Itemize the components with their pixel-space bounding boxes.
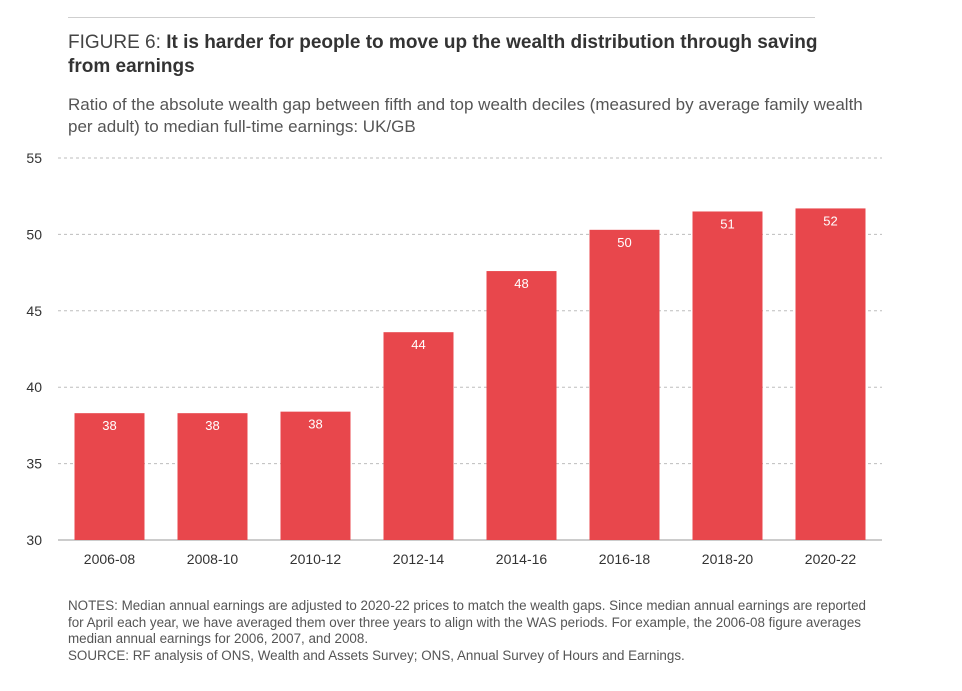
figure-headline: It is harder for people to move up the w… <box>68 32 818 77</box>
y-tick-label: 40 <box>26 379 42 395</box>
data-label: 48 <box>514 276 528 291</box>
figure-title: FIGURE 6: It is harder for people to mov… <box>68 31 838 79</box>
top-rule <box>68 17 815 18</box>
data-label: 51 <box>720 216 734 231</box>
data-label: 44 <box>411 337 425 352</box>
x-tick-label: 2016-18 <box>599 551 651 567</box>
data-label: 38 <box>102 418 116 433</box>
notes-block: NOTES: Median annual earnings are adjust… <box>68 598 868 664</box>
x-tick-label: 2010-12 <box>290 551 342 567</box>
bar-chart: 30 35 40 45 50 55 38 2006-08 38 2008-10 38 2010-12 4… <box>26 150 882 567</box>
bar-2014-16 <box>486 271 557 540</box>
bar-2020-22 <box>795 208 866 540</box>
y-tick-label: 55 <box>26 150 42 166</box>
bar-2012-14 <box>383 332 454 540</box>
x-tick-label: 2012-14 <box>393 551 445 567</box>
bar-2008-10 <box>177 413 248 540</box>
y-tick-label: 35 <box>26 456 42 472</box>
bar-2010-12 <box>280 411 351 540</box>
x-tick-label: 2018-20 <box>702 551 754 567</box>
source-text: SOURCE: RF analysis of ONS, Wealth and A… <box>68 647 685 663</box>
bar-2018-20 <box>692 211 763 541</box>
x-tick-label: 2020-22 <box>805 551 857 567</box>
notes-text: NOTES: Median annual earnings are adjust… <box>68 598 866 646</box>
y-tick-label: 30 <box>26 532 42 548</box>
data-label: 52 <box>823 213 837 228</box>
data-label: 38 <box>308 417 322 432</box>
data-label: 50 <box>617 235 631 250</box>
bar-2006-08 <box>74 413 145 540</box>
data-label: 38 <box>205 418 219 433</box>
figure-label: FIGURE 6: <box>68 32 161 53</box>
x-tick-label: 2014-16 <box>496 551 548 567</box>
x-tick-label: 2008-10 <box>187 551 239 567</box>
figure-subtitle: Ratio of the absolute wealth gap between… <box>68 95 863 136</box>
y-tick-label: 45 <box>26 303 42 319</box>
y-tick-label: 50 <box>26 226 42 242</box>
bar-2016-18 <box>589 229 660 541</box>
x-tick-label: 2006-08 <box>84 551 136 567</box>
